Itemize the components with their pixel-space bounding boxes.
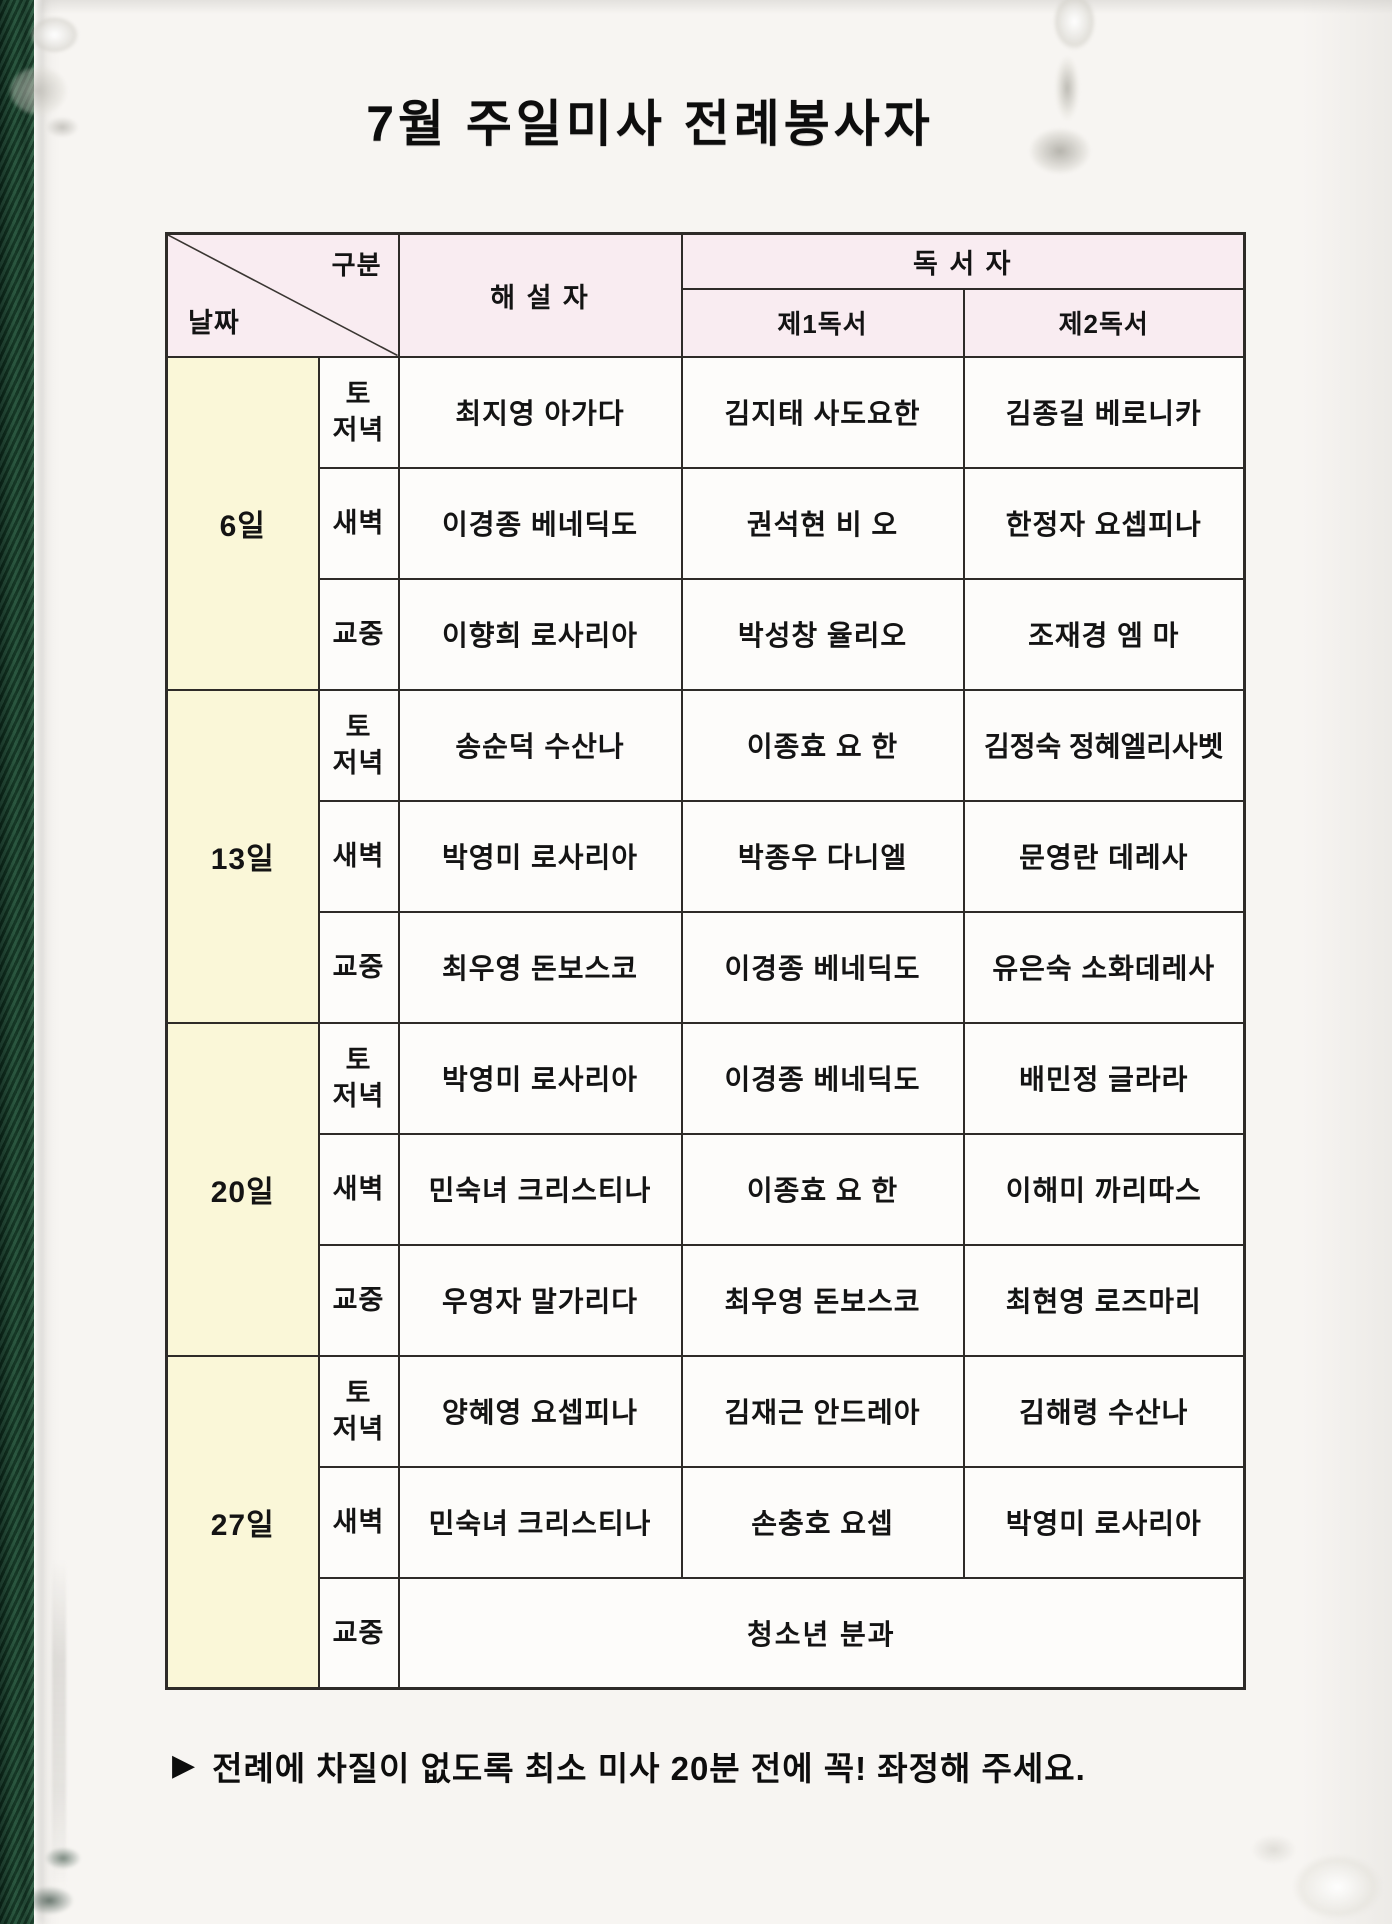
header-readers-group: 독 서 자 xyxy=(680,232,1246,290)
table-row: 새벽 이경종 베네딕도 권석현 비 오 한정자 요셉피나 xyxy=(167,466,1246,580)
reader1-cell: 박성창 율리오 xyxy=(680,577,965,691)
table-row: 교중 최우영 돈보스코 이경종 베네딕도 유은숙 소화데레사 xyxy=(167,910,1246,1024)
slot-cell: 교중 xyxy=(317,1576,400,1690)
reader2-cell: 배민정 글라라 xyxy=(962,1021,1246,1135)
commentator-cell: 박영미 로사리아 xyxy=(397,799,683,913)
reader2-cell: 한정자 요셉피나 xyxy=(962,466,1246,580)
reader2-cell: 조재경 엠 마 xyxy=(962,577,1246,691)
reader2-cell: 이해미 까리따스 xyxy=(962,1132,1246,1246)
slot-cell: 토 저녁 xyxy=(317,688,400,802)
commentator-cell: 양혜영 요셉피나 xyxy=(397,1354,683,1468)
reader1-cell: 이경종 베네딕도 xyxy=(680,1021,965,1135)
reader2-cell: 유은숙 소화데레사 xyxy=(962,910,1246,1024)
reader1-cell: 김지태 사도요한 xyxy=(680,355,965,469)
date-cell: 27일 xyxy=(165,1354,320,1690)
reader1-cell: 이경종 베네딕도 xyxy=(680,910,965,1024)
date-cell: 6일 xyxy=(165,355,320,691)
reader1-cell: 이종효 요 한 xyxy=(680,688,965,802)
reader1-cell: 김재근 안드레아 xyxy=(680,1354,965,1468)
corner-label-gubun: 구분 xyxy=(331,250,382,280)
commentator-cell: 최지영 아가다 xyxy=(397,355,683,469)
right-triangle-icon: ▶ xyxy=(172,1749,197,1782)
table-row: 새벽 민숙녀 크리스티나 손충호 요셉 박영미 로사리아 xyxy=(167,1465,1246,1579)
slot-cell: 새벽 xyxy=(317,1132,400,1246)
table-row: 새벽 민숙녀 크리스티나 이종효 요 한 이해미 까리따스 xyxy=(167,1132,1246,1246)
slot-cell: 토 저녁 xyxy=(317,1354,400,1468)
reader1-cell: 최우영 돈보스코 xyxy=(680,1243,965,1357)
slot-label-line: 저녁 xyxy=(332,748,385,778)
merged-cell-youth-group: 청소년 분과 xyxy=(397,1576,1246,1690)
reader2-cell: 김종길 베로니카 xyxy=(962,355,1246,469)
slot-cell: 교중 xyxy=(317,577,400,691)
diagonal-divider xyxy=(168,235,398,356)
slot-cell: 교중 xyxy=(317,910,400,1024)
commentator-cell: 이경종 베네딕도 xyxy=(397,466,683,580)
commentator-cell: 송순덕 수산나 xyxy=(397,688,683,802)
table-row: 6일 토 저녁 최지영 아가다 김지태 사도요한 김종길 베로니카 xyxy=(165,355,1246,691)
commentator-cell: 이향희 로사리아 xyxy=(397,577,683,691)
commentator-cell: 우영자 말가리다 xyxy=(397,1243,683,1357)
page-title: 7월 주일미사 전례봉사자 xyxy=(366,96,934,152)
header-reader1: 제1독서 xyxy=(680,287,965,358)
slot-cell: 새벽 xyxy=(317,1465,400,1579)
table-row: 교중 청소년 분과 xyxy=(167,1576,1246,1690)
date-cell: 20일 xyxy=(165,1021,320,1357)
table-row: 교중 이향희 로사리아 박성창 율리오 조재경 엠 마 xyxy=(167,577,1246,691)
reader1-cell: 박종우 다니엘 xyxy=(680,799,965,913)
header-commentator: 해 설 자 xyxy=(397,232,683,358)
slot-label-line: 저녁 xyxy=(332,1081,385,1111)
slot-cell: 토 저녁 xyxy=(317,1021,400,1135)
slot-cell: 새벽 xyxy=(317,466,400,580)
book-edge-green-strip xyxy=(0,0,34,1924)
paper-edge-highlight xyxy=(34,0,43,1924)
slot-label-line: 토 xyxy=(345,711,372,742)
liturgy-schedule-table: 구분 날짜 해 설 자 독 서 자 제1독서 제2독서 6일 토 저녁 최지영 … xyxy=(165,232,1246,1690)
commentator-cell: 최우영 돈보스코 xyxy=(397,910,683,1024)
table-row: 교중 우영자 말가리다 최우영 돈보스코 최현영 로즈마리 xyxy=(167,1243,1246,1357)
corner-label-naljja: 날짜 xyxy=(188,307,240,338)
slot-label-line: 토 xyxy=(345,1044,372,1075)
header-reader2: 제2독서 xyxy=(962,287,1246,358)
scan-artifact-blob-bottom-right xyxy=(1210,1800,1392,1924)
table-row: 27일 토 저녁 양혜영 요셉피나 김재근 안드레아 김해령 수산나 xyxy=(165,1354,1246,1690)
table-row: 20일 토 저녁 박영미 로사리아 이경종 베네딕도 배민정 글라라 xyxy=(165,1021,1246,1357)
slot-label-line: 토 xyxy=(345,1377,372,1408)
table-row: 새벽 박영미 로사리아 박종우 다니엘 문영란 데레사 xyxy=(167,799,1246,913)
slot-cell: 교중 xyxy=(317,1243,400,1357)
footer-note: ▶ 전례에 차질이 없도록 최소 미사 20분 전에 꼭! 좌정해 주세요. xyxy=(172,1742,1272,1790)
slot-label-line: 토 xyxy=(345,378,372,409)
commentator-cell: 민숙녀 크리스티나 xyxy=(397,1465,683,1579)
slot-label-line: 저녁 xyxy=(332,415,385,445)
slot-cell: 토 저녁 xyxy=(317,355,400,469)
scan-artifact-streak xyxy=(52,1560,66,1890)
reader2-cell: 최현영 로즈마리 xyxy=(962,1243,1246,1357)
date-cell: 13일 xyxy=(165,688,320,1024)
slot-label-line: 저녁 xyxy=(332,1414,385,1444)
reader1-cell: 이종효 요 한 xyxy=(680,1132,965,1246)
reader1-cell: 권석현 비 오 xyxy=(680,466,965,580)
commentator-cell: 박영미 로사리아 xyxy=(397,1021,683,1135)
slot-cell: 새벽 xyxy=(317,799,400,913)
commentator-cell: 민숙녀 크리스티나 xyxy=(397,1132,683,1246)
reader1-cell: 손충호 요셉 xyxy=(680,1465,965,1579)
footer-note-text: 전례에 차질이 없도록 최소 미사 20분 전에 꼭! 좌정해 주세요. xyxy=(212,1750,1086,1787)
reader2-cell: 김해령 수산나 xyxy=(962,1354,1246,1468)
reader2-cell: 문영란 데레사 xyxy=(962,799,1246,913)
reader2-cell: 박영미 로사리아 xyxy=(962,1465,1246,1579)
corner-cell: 구분 날짜 xyxy=(165,232,400,358)
reader2-cell: 김정숙 정혜엘리사벳 xyxy=(962,688,1246,802)
table-row: 13일 토 저녁 송순덕 수산나 이종효 요 한 김정숙 정혜엘리사벳 xyxy=(165,688,1246,1024)
